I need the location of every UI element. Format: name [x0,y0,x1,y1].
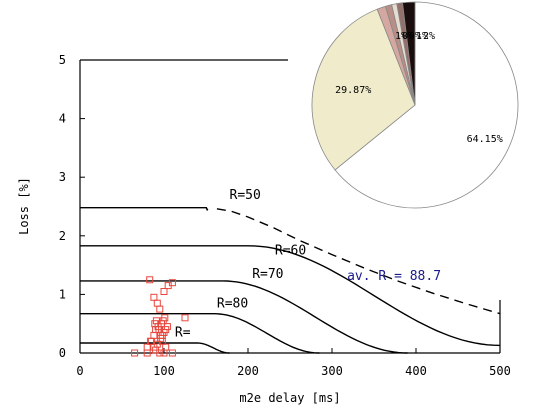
y-tick-label: 2 [59,229,66,243]
series-label: R=80 [217,296,248,311]
scatter-point [168,349,176,357]
series-label: R=70 [252,267,283,282]
y-tick-label: 0 [59,346,66,360]
x-tick-label: 100 [153,364,175,378]
y-axis-label: Loss [%] [17,177,31,235]
scatter-point [152,317,160,325]
scatter-point [160,288,168,295]
pie-slice-label: 0% [402,31,414,42]
y-tick-label: 1 [59,287,66,301]
pie-slice-label: 0% [409,31,421,42]
pie-slice-label: 1% [395,31,407,42]
series-label: R=50 [230,188,261,203]
scatter-point [150,293,158,301]
pie-slice [402,1,416,106]
scatter-point [168,279,176,287]
scatter-point [131,349,139,357]
scatter-point [162,343,170,351]
scatter-point [153,299,161,307]
pie-slice [311,8,416,171]
x-tick-label: 0 [76,364,83,378]
y-tick-label: 4 [59,112,66,126]
series-line-2 [80,280,408,354]
scatter-point [181,314,189,322]
pie-slice [334,1,519,209]
scatter-point [156,305,164,313]
series-label: R=60 [275,244,306,259]
scatter-point [150,331,158,339]
x-axis-label: m2e delay [ms] [239,391,340,405]
series-label: R= [175,326,191,341]
series-line-1 [80,245,501,347]
pie-slice-label: 29.87% [335,85,371,96]
x-tick-label: 500 [489,364,511,378]
scatter-point [146,276,154,284]
x-tick-label: 200 [237,364,259,378]
average-curve [216,208,501,315]
scatter-point [161,314,169,322]
pie-slice-label: 2% [423,31,435,42]
x-tick-label: 300 [321,364,343,378]
series-line-0 [80,207,209,211]
y-tick-label: 5 [59,53,66,67]
x-tick-label: 400 [405,364,427,378]
scatter-point [143,343,151,351]
pie-slice-label: 1% [416,31,428,42]
y-tick-label: 3 [59,170,66,184]
series-line-3 [80,313,320,354]
series-line-4 [80,342,230,354]
average-label: av. R = 88.7 [347,269,441,284]
pie-slice-label: 64.15% [467,134,503,145]
pie-chart: 64.15%29.87%1%0%0%1%2% [311,1,519,209]
line-plot: 0 100 200 300 400 500 0 1 2 3 4 5 R=50 R=60 R=70 R=80 R… [17,53,511,405]
